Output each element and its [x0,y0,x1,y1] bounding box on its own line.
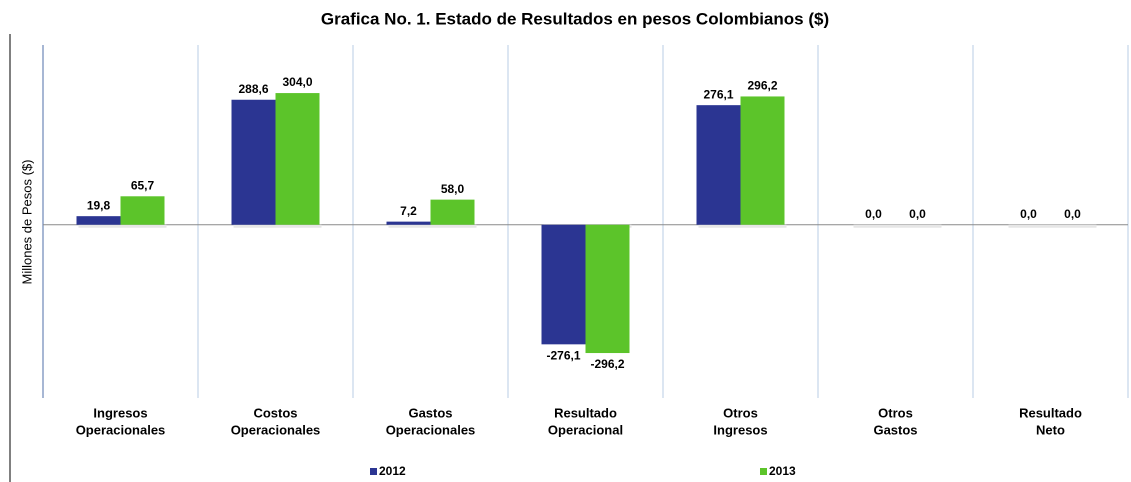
bar [696,105,741,225]
bar-shadow [897,224,942,228]
data-label: 276,1 [703,87,733,101]
bar-shadow [432,224,477,228]
data-label: 296,2 [747,79,777,93]
data-label: 7,2 [400,204,417,218]
x-tick-label: Otros [723,405,758,420]
data-label: 0,0 [1064,207,1081,221]
data-label: 304,0 [282,75,312,89]
legend-swatch [370,468,377,475]
bar [231,99,276,225]
y-axis-label: Millones de Pesos ($) [19,160,34,285]
data-label: 0,0 [909,207,926,221]
x-tick-label: Otros [878,405,913,420]
bar-shadow [388,224,433,228]
bar [430,199,475,225]
bar-shadow [78,224,123,228]
x-tick-label: Ingresos [93,405,147,420]
legend-swatch [760,468,767,475]
bar-shadow [1008,224,1053,228]
x-tick-label: Ingresos [713,422,767,437]
data-label: 65,7 [131,178,155,192]
x-tick-label: Operacionales [386,422,476,437]
data-label: -276,1 [546,349,580,363]
bar-shadow [698,224,743,228]
data-label: 288,6 [238,82,268,96]
x-tick-label: Gastos [873,422,917,437]
data-label: -296,2 [590,357,624,371]
bar [275,93,320,225]
data-label: 0,0 [1020,207,1037,221]
x-tick-label: Gastos [408,405,452,420]
chart-title: Grafica No. 1. Estado de Resultados en p… [321,9,829,28]
x-tick-label: Neto [1036,422,1065,437]
bar [120,196,165,225]
bar-shadow [277,224,322,228]
legend-label: 2013 [769,464,796,478]
bar-shadow [233,224,278,228]
bar [76,216,121,225]
data-label: 0,0 [865,207,882,221]
x-tick-label: Operacionales [76,422,166,437]
bar-shadow [742,224,787,228]
bar-shadow [1052,224,1097,228]
bar [541,224,586,345]
bar [386,221,431,225]
x-tick-label: Resultado [1019,405,1082,420]
x-tick-label: Operacionales [231,422,321,437]
bar [585,224,630,354]
x-tick-label: Resultado [554,405,617,420]
data-label: 19,8 [87,198,111,212]
bar-shadow [853,224,898,228]
data-label: 58,0 [441,182,465,196]
legend-label: 2012 [379,464,406,478]
bar [740,96,785,225]
bar-shadow [122,224,167,228]
x-tick-label: Costos [253,405,297,420]
x-tick-label: Operacional [548,422,623,437]
